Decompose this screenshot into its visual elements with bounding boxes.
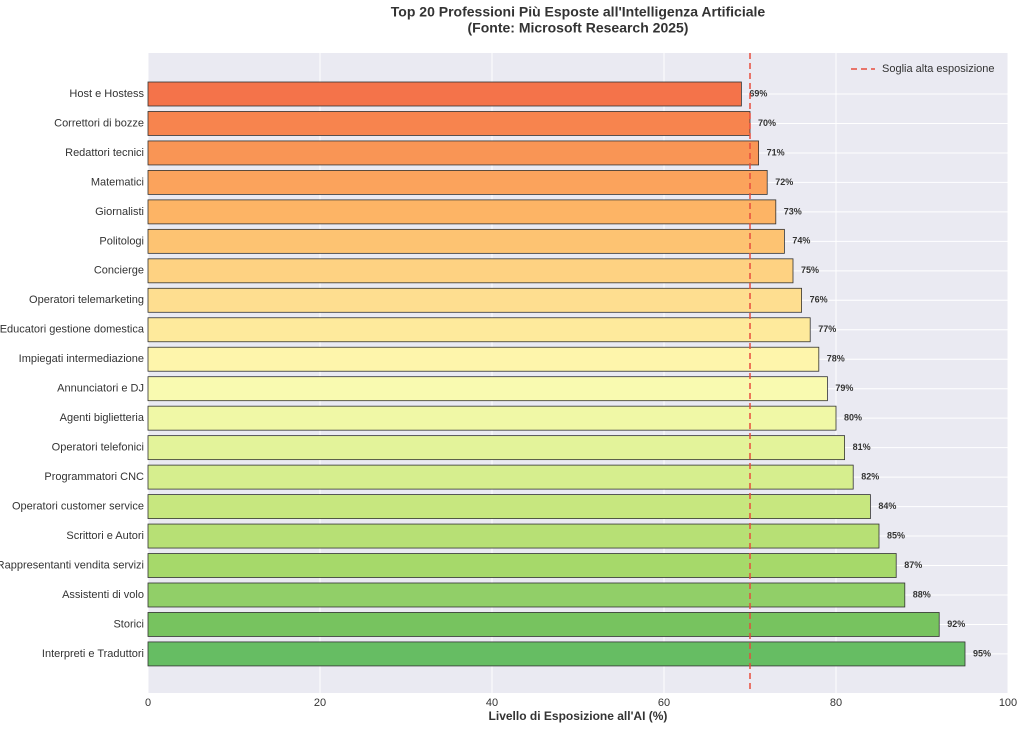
value-label: 84% — [878, 501, 896, 511]
bar — [147, 346, 820, 372]
value-label: 85% — [887, 530, 905, 540]
bar — [147, 376, 828, 402]
bar — [147, 81, 742, 107]
legend-box — [840, 58, 1002, 80]
value-label: 78% — [827, 354, 845, 364]
value-label: 92% — [947, 619, 965, 629]
x-tick-label: 20 — [314, 697, 326, 709]
bar — [147, 435, 845, 461]
bar — [147, 140, 759, 166]
y-tick-label: Host e Hostess — [69, 88, 144, 100]
value-label: 69% — [749, 88, 767, 98]
value-label: 73% — [784, 206, 802, 216]
value-label: 95% — [973, 648, 991, 658]
y-tick-label: Interpreti e Traduttori — [42, 648, 144, 660]
y-tick-label: Politologi — [99, 235, 144, 247]
bar — [147, 494, 871, 519]
bar — [147, 258, 794, 284]
bar — [147, 405, 837, 431]
value-label: 81% — [853, 442, 871, 452]
y-tick-label: Educatori gestione domestica — [0, 324, 145, 336]
y-tick-label: Programmatori CNC — [44, 471, 144, 483]
value-label: 71% — [767, 147, 785, 157]
chart-title: Top 20 Professioni Più Esposte all'Intel… — [391, 4, 766, 20]
x-axis-label: Livello di Esposizione all'AI (%) — [489, 709, 668, 723]
value-label: 70% — [758, 118, 776, 128]
legend-label: Soglia alta esposizione — [882, 63, 995, 75]
bar — [147, 228, 785, 254]
value-label: 87% — [904, 560, 922, 570]
y-tick-label: Correttori di bozze — [54, 117, 144, 129]
y-tick-label: Operatori customer service — [12, 500, 144, 512]
bar — [147, 523, 880, 549]
y-tick-label: Operatori telemarketing — [29, 294, 144, 306]
x-tick-label: 80 — [830, 697, 842, 709]
y-tick-label: Matematici — [91, 176, 144, 188]
value-label: 80% — [844, 413, 862, 423]
y-tick-label: Agenti biglietteria — [60, 412, 145, 424]
x-tick-label: 0 — [145, 697, 151, 709]
value-label: 75% — [801, 265, 819, 275]
x-tick-label: 40 — [486, 697, 498, 709]
value-label: 77% — [818, 324, 836, 334]
y-tick-label: Impiegati intermediazione — [19, 353, 144, 365]
value-label: 79% — [835, 383, 853, 393]
y-tick-label: Concierge — [94, 265, 144, 277]
y-tick-label: Giornalisti — [95, 206, 144, 218]
bar — [147, 464, 854, 490]
bar — [147, 553, 897, 578]
y-tick-label: Assistenti di volo — [62, 589, 144, 601]
y-tick-label: Storici — [113, 618, 144, 630]
x-tick-label: 100 — [999, 697, 1017, 709]
x-tick-label: 60 — [658, 697, 670, 709]
y-tick-label: Rappresentanti vendita servizi — [0, 559, 144, 571]
y-tick-label: Operatori telefonici — [52, 442, 144, 454]
bar — [147, 199, 777, 225]
y-tick-label: Annunciatori e DJ — [57, 383, 144, 395]
bar — [147, 317, 811, 343]
value-label: 72% — [775, 177, 793, 187]
bar — [147, 641, 966, 667]
value-label: 88% — [913, 589, 931, 599]
bar — [147, 612, 940, 637]
bar — [147, 111, 751, 136]
bar — [147, 170, 768, 195]
y-tick-label: Redattori tecnici — [65, 147, 144, 159]
value-label: 82% — [861, 471, 879, 481]
value-label: 74% — [792, 236, 810, 246]
bar — [147, 287, 802, 313]
bar — [147, 582, 906, 608]
chart-subtitle: (Fonte: Microsoft Research 2025) — [468, 20, 689, 36]
y-tick-label: Scrittori e Autori — [66, 530, 144, 542]
value-label: 76% — [810, 295, 828, 305]
